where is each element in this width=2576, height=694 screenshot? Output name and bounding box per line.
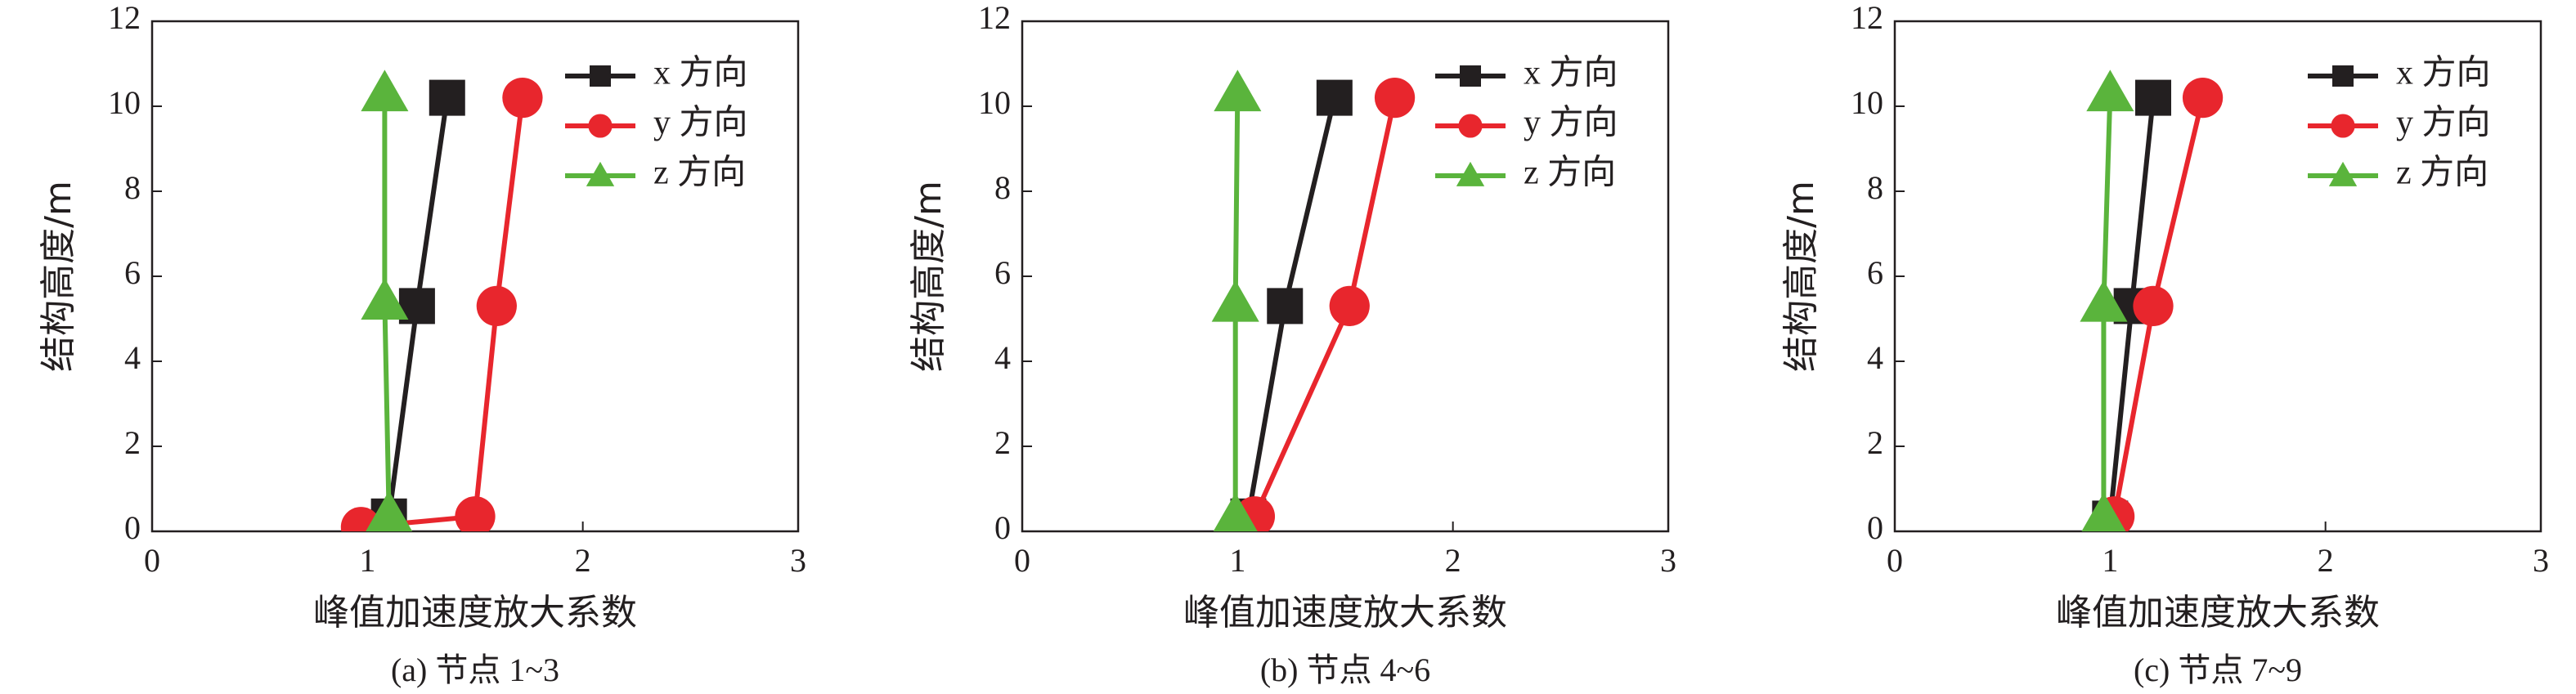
legend-label: y 方向	[1524, 105, 1618, 142]
y-tick-label: 6	[1867, 254, 1883, 291]
y-tick-label: 2	[994, 424, 1011, 461]
x-tick-label: 3	[2533, 542, 2549, 579]
marker	[2135, 79, 2171, 116]
caption: (c) 节点 7~9	[2134, 651, 2302, 688]
y-tick-label: 4	[994, 339, 1011, 376]
marker	[366, 490, 413, 531]
plot	[340, 69, 543, 531]
x-tick-label: 0	[144, 542, 160, 579]
y-tick-label: 2	[1867, 424, 1883, 461]
marker	[2081, 492, 2126, 531]
marker	[2182, 77, 2224, 119]
y-tick-label: 12	[978, 0, 1011, 36]
legend-marker	[2328, 161, 2358, 186]
marker	[455, 496, 496, 531]
marker	[502, 77, 543, 119]
legend-marker	[1456, 161, 1485, 186]
legend-marker	[590, 65, 611, 87]
marker	[1374, 77, 1416, 119]
plot	[2080, 69, 2224, 531]
plot	[1211, 69, 1416, 531]
x-tick-label: 1	[359, 542, 375, 579]
caption: (a) 节点 1~3	[391, 651, 559, 688]
legend-label: y 方向	[2396, 105, 2491, 142]
legend-marker	[2331, 114, 2355, 138]
legend-label: z 方向	[1524, 154, 1616, 192]
marker	[2086, 69, 2134, 112]
legend-marker	[588, 114, 613, 138]
y-tick-label: 0	[1867, 509, 1883, 546]
x-tick-label: 1	[2102, 542, 2118, 579]
y-tick-label: 0	[124, 509, 141, 546]
y-tick-label: 12	[108, 0, 141, 36]
marker	[2080, 280, 2128, 322]
y-tick-label: 12	[1851, 0, 1883, 36]
y-tick-label: 6	[994, 254, 1011, 291]
legend-label: z 方向	[653, 154, 746, 192]
y-tick-label: 8	[1867, 169, 1883, 206]
y-axis-label: 结构高度/m	[1780, 181, 1822, 372]
caption: (b) 节点 4~6	[1260, 651, 1430, 688]
legend-marker	[2332, 65, 2354, 87]
legend-label: z 方向	[2396, 154, 2488, 192]
y-tick-label: 8	[124, 169, 141, 206]
x-tick-label: 0	[1014, 542, 1030, 579]
y-tick-label: 10	[1851, 84, 1883, 121]
plot-frame	[1021, 20, 1670, 533]
x-axis-label: 峰值加速度放大系数	[2056, 592, 2380, 634]
x-tick-label: 2	[2318, 542, 2334, 579]
x-tick-label: 1	[1229, 542, 1245, 579]
marker	[2133, 285, 2174, 327]
plot-frame	[1893, 20, 2542, 533]
marker	[1211, 280, 1259, 322]
y-tick-label: 6	[124, 254, 141, 291]
marker	[1214, 69, 1262, 112]
marker	[476, 285, 517, 327]
x-tick-label: 3	[790, 542, 806, 579]
y-tick-label: 0	[994, 509, 1011, 546]
marker	[1213, 492, 1258, 531]
x-tick-label: 0	[1887, 542, 1903, 579]
series-line	[361, 97, 525, 530]
plot-frame	[150, 20, 800, 533]
y-tick-label: 8	[994, 169, 1011, 206]
marker	[361, 278, 409, 320]
legend-marker	[1458, 114, 1483, 138]
legend-marker	[1460, 65, 1481, 87]
marker	[429, 79, 465, 116]
x-tick-label: 3	[1660, 542, 1676, 579]
marker	[1329, 285, 1370, 327]
marker	[1316, 79, 1353, 116]
legend-label: x 方向	[653, 55, 748, 92]
y-axis-label: 结构高度/m	[38, 181, 79, 372]
legend-marker	[586, 161, 615, 186]
x-axis-label: 峰值加速度放大系数	[1183, 592, 1507, 634]
x-tick-label: 2	[1445, 542, 1461, 579]
y-tick-label: 10	[978, 84, 1011, 121]
marker	[1267, 288, 1304, 325]
y-tick-label: 4	[1867, 339, 1883, 376]
legend-label: x 方向	[2396, 55, 2491, 92]
legend-label: x 方向	[1524, 55, 1618, 92]
x-tick-label: 2	[575, 542, 591, 579]
marker	[361, 69, 409, 112]
legend-label: y 方向	[653, 105, 748, 142]
x-axis-label: 峰值加速度放大系数	[313, 592, 637, 634]
y-axis-label: 结构高度/m	[908, 181, 949, 372]
y-tick-label: 2	[124, 424, 141, 461]
y-tick-label: 10	[108, 84, 141, 121]
y-tick-label: 4	[124, 339, 141, 376]
